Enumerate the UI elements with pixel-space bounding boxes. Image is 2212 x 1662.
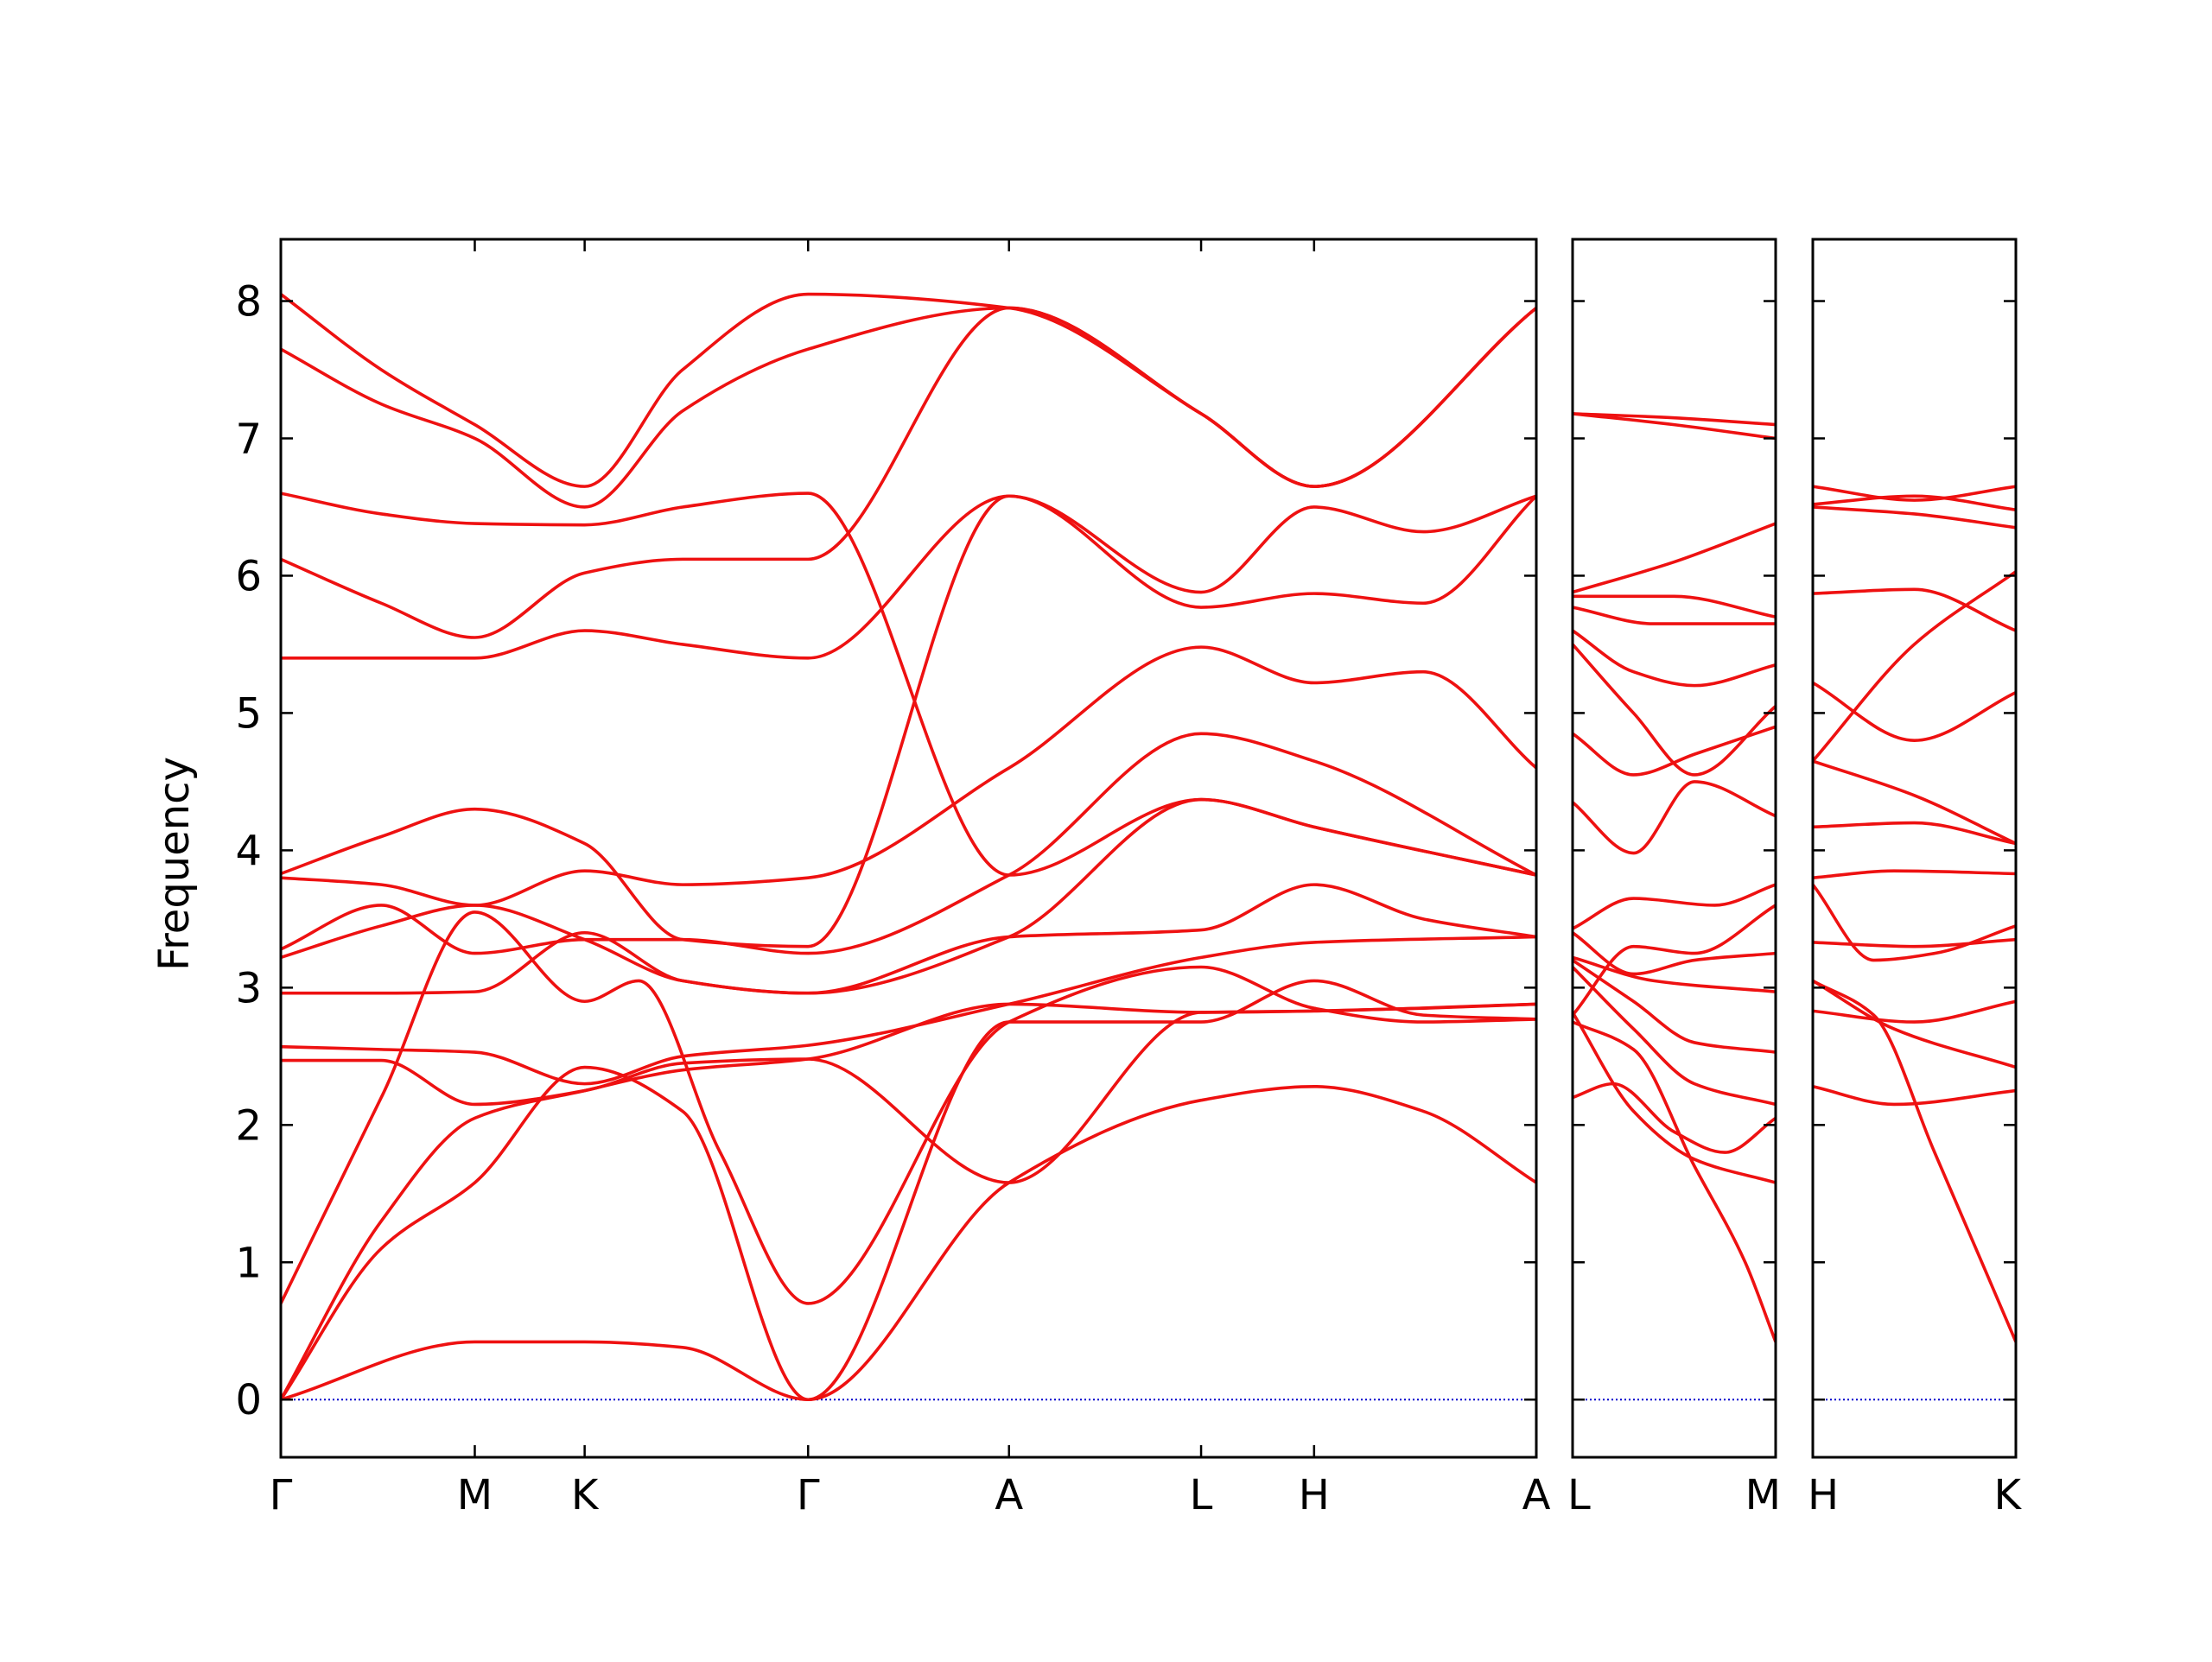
band-line: [1573, 725, 1776, 777]
panel-frame: [279, 238, 1538, 1459]
panel-2-bands: [1573, 412, 1776, 1343]
band-line: [1813, 681, 2016, 743]
x-tick-label: Γ: [797, 1471, 820, 1519]
panel-1-bands: [281, 292, 1536, 1402]
band-line: [1813, 937, 2016, 948]
x-tick-label: L: [1190, 1471, 1213, 1519]
band-line: [1813, 759, 2016, 846]
x-tick-label: H: [1808, 1471, 1839, 1519]
band-line: [1813, 979, 2016, 1069]
x-tick-label: A: [1522, 1471, 1551, 1519]
band-line: [1573, 780, 1776, 855]
band-line: [281, 979, 1536, 1402]
band-line: [1573, 594, 1776, 618]
y-tick-label: 8: [235, 278, 262, 327]
band-line: [1573, 412, 1776, 441]
band-line: [1813, 979, 2016, 1343]
x-tick-label: K: [1994, 1471, 2023, 1519]
band-line: [1813, 999, 2016, 1024]
band-line: [1813, 570, 2016, 763]
band-line: [1813, 869, 2016, 879]
band-line: [281, 292, 1536, 488]
band-line: [1573, 629, 1776, 688]
band-line: [281, 910, 1536, 1305]
band-line: [1813, 494, 2016, 511]
band-line: [1573, 931, 1776, 976]
band-line: [1813, 485, 2016, 502]
band-line: [1573, 1082, 1776, 1154]
band-line: [1813, 587, 2016, 632]
band-line: [281, 1002, 1536, 1401]
band-line: [281, 306, 1536, 639]
band-line: [281, 492, 1536, 877]
band-line: [1573, 643, 1776, 777]
y-tick-label: 5: [235, 689, 262, 738]
panel-1: 0 1 2 3 4 5 6 7 8 Γ M K Γ A L H A: [235, 238, 1551, 1519]
band-line: [281, 1085, 1536, 1402]
panel-frame: [1811, 238, 2018, 1459]
x-tick-label: M: [457, 1471, 493, 1519]
band-line: [281, 645, 1536, 907]
band-line: [281, 494, 1536, 660]
band-line: [1573, 883, 1776, 930]
x-tick-label: M: [1745, 1471, 1781, 1519]
y-tick-label: 7: [235, 415, 262, 463]
band-line: [281, 732, 1536, 955]
y-tick-label: 2: [235, 1101, 262, 1150]
band-line: [1573, 606, 1776, 625]
band-line: [1813, 505, 2016, 530]
band-line: [281, 494, 1536, 948]
band-line: [1573, 1012, 1776, 1184]
x-tick-label: A: [995, 1471, 1023, 1519]
y-tick-label: 0: [235, 1376, 262, 1424]
y-tick-label: 1: [235, 1239, 262, 1287]
y-tick-label: 6: [235, 552, 262, 600]
band-line: [1573, 966, 1776, 1107]
band-line: [281, 797, 1536, 995]
y-tick-label: 4: [235, 827, 262, 875]
y-tick-label: 3: [235, 964, 262, 1012]
band-line: [281, 935, 1536, 1086]
band-line: [281, 883, 1536, 995]
y-axis-label: Frequency: [150, 757, 199, 971]
band-line: [1573, 904, 1776, 1017]
panel-3-bands: [1813, 485, 2016, 1343]
x-tick-label: H: [1299, 1471, 1330, 1519]
band-line: [1573, 522, 1776, 594]
band-line: [1813, 884, 2016, 962]
band-line: [1573, 959, 1776, 1054]
band-line: [1573, 955, 1776, 993]
x-tick-label: K: [571, 1471, 600, 1519]
band-line: [281, 1002, 1536, 1184]
band-line: [1813, 821, 2016, 846]
x-tick-label: Γ: [270, 1471, 293, 1519]
band-line: [1813, 1085, 2016, 1107]
band-line: [1573, 412, 1776, 427]
band-line: [1573, 1020, 1776, 1343]
panel-frame: [1571, 238, 1777, 1459]
x-tick-label: L: [1567, 1471, 1591, 1519]
